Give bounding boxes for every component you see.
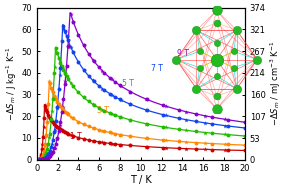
Y-axis label: $-\Delta S_m$ / J kg$^{-1}$ K$^{-1}$: $-\Delta S_m$ / J kg$^{-1}$ K$^{-1}$ <box>4 46 19 121</box>
Text: 5 T: 5 T <box>122 79 134 88</box>
Text: 3 T: 3 T <box>97 106 109 115</box>
X-axis label: T / K: T / K <box>130 175 152 185</box>
Text: 1 T: 1 T <box>70 132 82 141</box>
Y-axis label: $-\Delta S_m$ / mJ cm$^{-3}$ K$^{-1}$: $-\Delta S_m$ / mJ cm$^{-3}$ K$^{-1}$ <box>268 41 283 126</box>
Text: 7 T: 7 T <box>151 64 163 73</box>
Text: 9 T: 9 T <box>177 49 189 58</box>
